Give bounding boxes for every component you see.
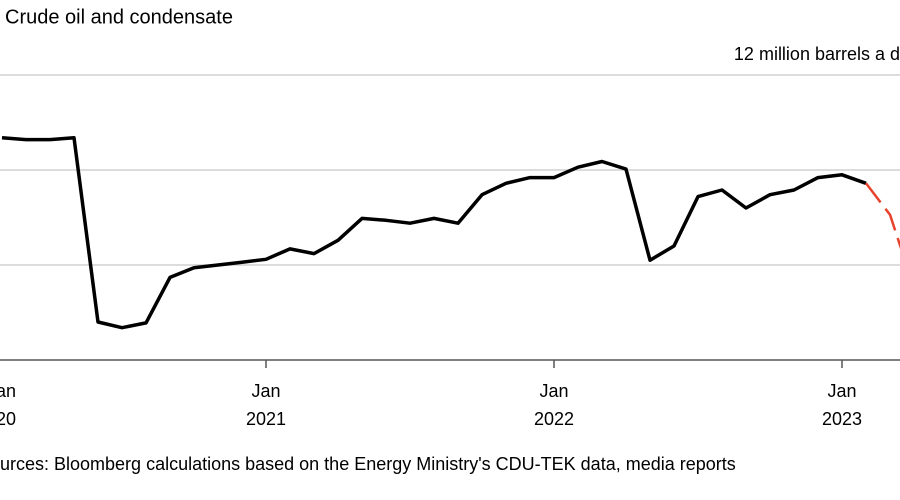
x-tick-label: Jan	[827, 381, 856, 401]
x-tick-label: an	[0, 381, 16, 401]
x-tick-label: 2022	[534, 409, 574, 429]
x-tick-label: 2023	[822, 409, 862, 429]
chart-title: Crude oil and condensate	[5, 6, 233, 28]
data-line	[865, 182, 900, 250]
source-note: urces: Bloomberg calculations based on t…	[0, 454, 736, 474]
x-tick-label: 20	[0, 409, 16, 429]
x-tick-label: Jan	[539, 381, 568, 401]
x-tick-label: 2021	[246, 409, 286, 429]
data-line	[1, 135, 867, 330]
x-tick-label: Jan	[251, 381, 280, 401]
y-tick-label: 12 million barrels a d	[734, 44, 900, 64]
